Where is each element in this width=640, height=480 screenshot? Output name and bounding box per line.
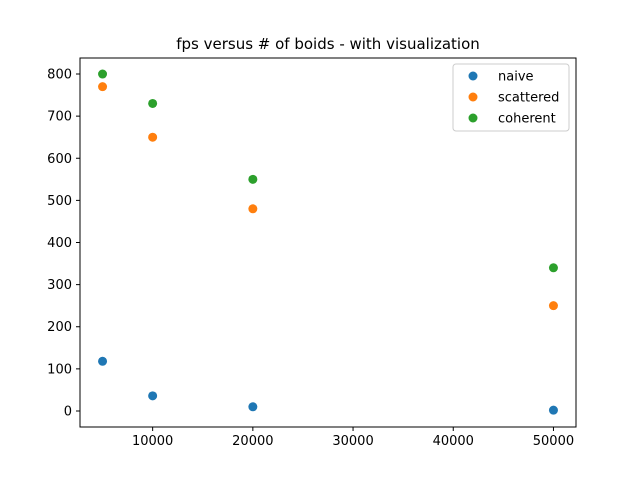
data-point-coherent	[248, 174, 258, 184]
x-tick-label: 20000	[232, 434, 273, 449]
legend: naive scattered coherent	[452, 63, 570, 132]
legend-marker-scattered	[468, 92, 478, 102]
data-point-naive	[248, 402, 258, 412]
legend-label-naive: naive	[498, 70, 534, 85]
data-point-scattered	[148, 132, 158, 142]
y-tick-label: 300	[47, 278, 72, 293]
series-coherent	[98, 69, 558, 273]
data-point-scattered	[248, 204, 258, 214]
legend-box	[452, 63, 570, 132]
y-tick-label: 800	[47, 68, 72, 83]
data-point-naive	[548, 405, 558, 415]
x-tick-label: 30000	[332, 434, 373, 449]
series-naive	[98, 356, 558, 415]
plot-marks	[98, 69, 558, 415]
data-point-coherent	[548, 263, 558, 273]
y-tick-label: 200	[47, 320, 72, 335]
x-tick-label: 50000	[533, 434, 574, 449]
data-point-coherent	[98, 69, 108, 79]
y-tick-label: 700	[47, 110, 72, 125]
y-tick-label: 600	[47, 152, 72, 167]
data-point-naive	[148, 391, 158, 401]
axes: 10000 20000 30000 40000 50000 0 100 200 300 400 50…	[47, 68, 574, 449]
legend-marker-naive	[468, 71, 478, 81]
series-scattered	[98, 82, 558, 311]
data-point-coherent	[148, 98, 158, 108]
data-point-scattered	[548, 301, 558, 311]
y-tick-label: 400	[47, 236, 72, 251]
y-tick-label: 0	[64, 404, 72, 419]
x-tick-label: 10000	[132, 434, 173, 449]
legend-label-scattered: scattered	[498, 91, 559, 106]
legend-marker-coherent	[468, 113, 478, 123]
y-tick-label: 100	[47, 362, 72, 377]
data-point-scattered	[98, 82, 108, 92]
legend-label-coherent: coherent	[498, 112, 556, 127]
x-tick-label: 40000	[433, 434, 474, 449]
y-tick-label: 500	[47, 194, 72, 209]
data-point-naive	[98, 356, 108, 366]
chart-title: fps versus # of boids - with visualizati…	[176, 35, 480, 53]
